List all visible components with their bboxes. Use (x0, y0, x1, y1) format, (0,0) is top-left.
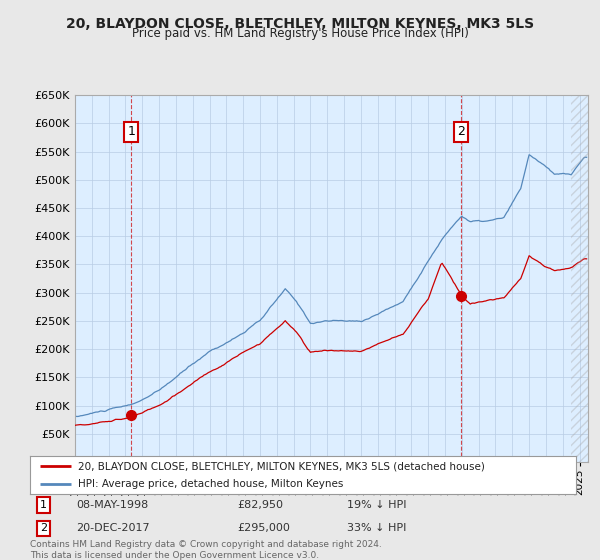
Text: 20, BLAYDON CLOSE, BLETCHLEY, MILTON KEYNES, MK3 5LS: 20, BLAYDON CLOSE, BLETCHLEY, MILTON KEY… (66, 16, 534, 30)
Text: 2: 2 (457, 125, 465, 138)
Text: 20, BLAYDON CLOSE, BLETCHLEY, MILTON KEYNES, MK3 5LS (detached house): 20, BLAYDON CLOSE, BLETCHLEY, MILTON KEY… (78, 461, 485, 471)
Text: 2: 2 (40, 524, 47, 533)
Text: 33% ↓ HPI: 33% ↓ HPI (347, 524, 406, 533)
Text: Contains HM Land Registry data © Crown copyright and database right 2024.
This d: Contains HM Land Registry data © Crown c… (30, 540, 382, 559)
Text: 08-MAY-1998: 08-MAY-1998 (76, 500, 149, 510)
Text: £82,950: £82,950 (238, 500, 283, 510)
Text: 1: 1 (127, 125, 135, 138)
Bar (571, 95, 588, 462)
Text: 20-DEC-2017: 20-DEC-2017 (76, 524, 150, 533)
Text: 1: 1 (40, 500, 47, 510)
Text: Price paid vs. HM Land Registry's House Price Index (HPI): Price paid vs. HM Land Registry's House … (131, 27, 469, 40)
Text: 19% ↓ HPI: 19% ↓ HPI (347, 500, 406, 510)
Text: HPI: Average price, detached house, Milton Keynes: HPI: Average price, detached house, Milt… (78, 479, 343, 489)
Text: £295,000: £295,000 (238, 524, 290, 533)
